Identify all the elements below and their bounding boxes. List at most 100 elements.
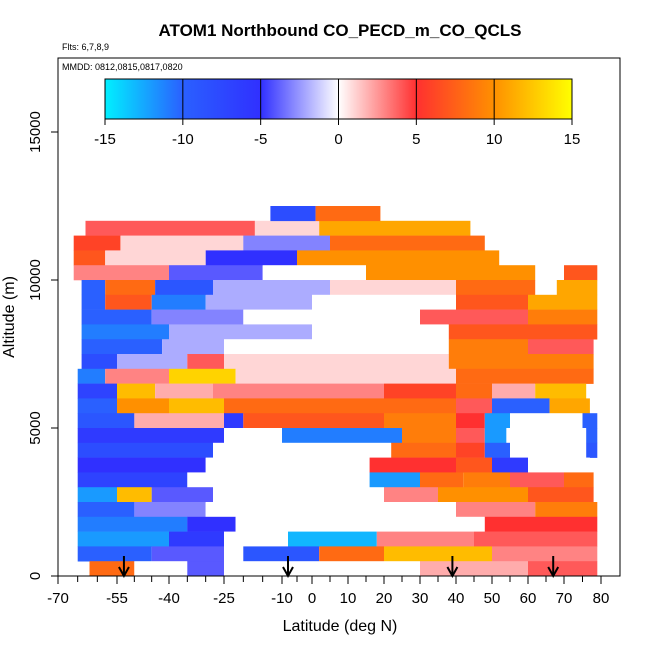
heatmap-cell bbox=[456, 457, 492, 473]
heatmap-cell bbox=[235, 516, 485, 532]
heatmap-cell bbox=[187, 561, 224, 577]
x-tick-label: 70 bbox=[556, 590, 573, 607]
heatmap-cell bbox=[528, 487, 594, 503]
x-tick-label: 40 bbox=[448, 590, 465, 607]
heatmap-cell bbox=[510, 413, 583, 429]
heatmap-cell bbox=[369, 472, 420, 488]
heatmap-cell bbox=[456, 398, 492, 414]
heatmap-cell bbox=[312, 561, 420, 577]
heatmap-cell bbox=[297, 250, 500, 266]
heatmap-cell bbox=[456, 502, 536, 518]
heatmap-cell bbox=[492, 383, 536, 399]
heatmap-cell bbox=[312, 324, 449, 340]
colorbar-tick-label: 10 bbox=[486, 131, 503, 148]
x-tick-label: -25 bbox=[213, 590, 235, 607]
heatmap-cell bbox=[384, 383, 456, 399]
heatmap-cells bbox=[73, 206, 598, 577]
heatmap-cell bbox=[254, 220, 320, 236]
heatmap-cell bbox=[384, 487, 438, 503]
heatmap-cell bbox=[213, 383, 384, 399]
heatmap-cell bbox=[155, 280, 213, 296]
heatmap-cell bbox=[420, 309, 528, 325]
heatmap-cell bbox=[73, 265, 169, 281]
heatmap-cell bbox=[105, 368, 169, 384]
heatmap-cell bbox=[187, 472, 370, 488]
heatmap-cell bbox=[105, 280, 156, 296]
heatmap-cell bbox=[169, 531, 224, 547]
heatmap-cell bbox=[117, 487, 152, 503]
x-tick-label: -55 bbox=[106, 590, 128, 607]
heatmap-cell bbox=[586, 428, 598, 444]
heatmap-cell bbox=[224, 561, 312, 577]
heatmap-cell bbox=[420, 472, 464, 488]
heatmap-cell bbox=[77, 457, 206, 473]
heatmap-cell bbox=[169, 265, 263, 281]
heatmap-cell bbox=[319, 220, 471, 236]
heatmap-cell bbox=[77, 368, 106, 384]
heatmap-cell bbox=[506, 428, 587, 444]
heatmap-cell bbox=[77, 383, 117, 399]
heatmap-cell bbox=[235, 368, 456, 384]
x-axis-label: Latitude (deg N) bbox=[283, 618, 398, 635]
heatmap-cell bbox=[151, 487, 213, 503]
heatmap-cell bbox=[535, 383, 587, 399]
heatmap-cell bbox=[456, 368, 594, 384]
heatmap-cell bbox=[151, 294, 206, 310]
heatmap-cell bbox=[270, 206, 316, 222]
heatmap-cell bbox=[528, 561, 598, 577]
heatmap-cell bbox=[420, 561, 528, 577]
heatmap-cell bbox=[528, 294, 598, 310]
x-tick-label: 20 bbox=[376, 590, 393, 607]
chart-title: ATOM1 Northbound CO_PECD_m_CO_QCLS bbox=[158, 21, 521, 40]
heatmap-cell bbox=[77, 442, 213, 458]
heatmap-cell bbox=[319, 546, 384, 562]
heatmap-cell bbox=[391, 442, 456, 458]
heatmap-cell bbox=[376, 531, 474, 547]
heatmap-cell bbox=[243, 235, 330, 251]
x-tick-label: 80 bbox=[593, 590, 610, 607]
heatmap-cell bbox=[120, 235, 244, 251]
heatmap-cell bbox=[492, 457, 528, 473]
x-tick-label: 30 bbox=[412, 590, 429, 607]
heatmap-cell bbox=[243, 546, 320, 562]
heatmap-cell bbox=[73, 250, 106, 266]
heatmap-cell bbox=[81, 324, 169, 340]
heatmap-cell bbox=[169, 368, 236, 384]
heatmap-cell bbox=[85, 220, 255, 236]
heatmap-cell bbox=[77, 531, 169, 547]
heatmap-cell bbox=[330, 235, 485, 251]
heatmap-cell bbox=[151, 309, 244, 325]
heatmap-cell bbox=[205, 502, 456, 518]
heatmap-cell bbox=[205, 250, 297, 266]
heatmap-cell bbox=[224, 531, 288, 547]
heatmap-cell bbox=[187, 354, 224, 370]
heatmap-cell bbox=[456, 280, 536, 296]
colorbar-tick-label: 15 bbox=[564, 131, 581, 148]
colorbar-tick-label: 0 bbox=[334, 131, 342, 148]
heatmap-cell bbox=[213, 487, 384, 503]
heatmap-cell bbox=[369, 457, 456, 473]
heatmap-cell bbox=[448, 354, 594, 370]
heatmap-cell bbox=[117, 354, 188, 370]
x-tick-label: 60 bbox=[520, 590, 537, 607]
heatmap-cell bbox=[384, 413, 456, 429]
y-axis-label: Altitude (m) bbox=[1, 276, 18, 358]
heatmap-cell bbox=[448, 324, 598, 340]
heatmap-cell bbox=[456, 413, 485, 429]
heatmap-cell bbox=[77, 516, 188, 532]
mmdd-note: MMDD: 0812,0815,0817,0820 bbox=[62, 62, 183, 72]
heatmap-cell bbox=[77, 546, 152, 562]
heatmap-cell bbox=[528, 309, 598, 325]
heatmap-cell bbox=[77, 398, 117, 414]
heatmap-cell bbox=[162, 339, 224, 355]
heatmap-cell bbox=[77, 487, 117, 503]
heatmap-cell bbox=[456, 383, 492, 399]
heatmap-cell bbox=[81, 309, 152, 325]
flights-note: Flts: 6,7,8,9 bbox=[62, 42, 109, 52]
heatmap-cell bbox=[549, 398, 590, 414]
heatmap-cell bbox=[134, 561, 188, 577]
heatmap-cell bbox=[456, 442, 485, 458]
x-axis: -70 -55 -40 -25 -10 0 10 20 30 40 50 60 70 80 bbox=[47, 575, 620, 607]
x-tick-label: -70 bbox=[47, 590, 69, 607]
heatmap-cell bbox=[213, 442, 392, 458]
